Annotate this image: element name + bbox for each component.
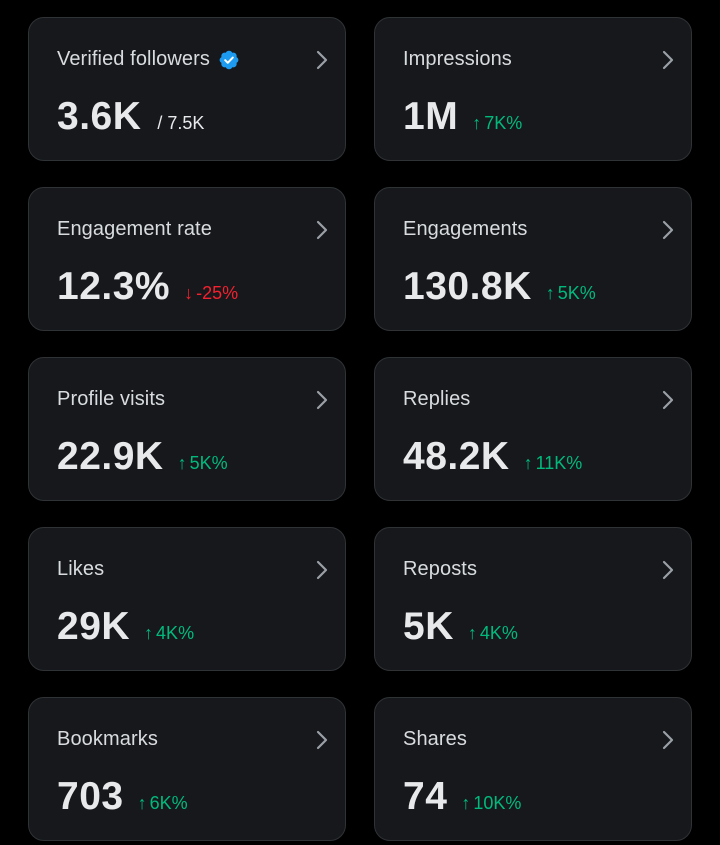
metric-label-container: Likes	[57, 558, 104, 581]
metric-delta: ↑ 11K%	[524, 453, 583, 474]
metric-card-engagement-rate[interactable]: Engagement rate 12.3% ↓ -25%	[28, 187, 346, 331]
metric-card-impressions[interactable]: Impressions 1M ↑ 7K%	[374, 17, 692, 161]
metric-label: Reposts	[403, 558, 478, 580]
metric-label-container: Verified followers	[57, 48, 240, 71]
chevron-right-icon[interactable]	[657, 389, 677, 411]
arrow-up-icon: ↑	[523, 453, 533, 473]
metric-delta-value: 11K%	[535, 453, 583, 473]
metric-card-engagements[interactable]: Engagements 130.8K ↑ 5K%	[374, 187, 692, 331]
metric-delta-value: 7K%	[484, 113, 523, 133]
chevron-right-icon[interactable]	[657, 49, 677, 71]
metric-value: 3.6K	[57, 95, 142, 138]
metric-label-container: Profile visits	[57, 388, 165, 411]
metric-value: 5K	[403, 605, 454, 648]
metric-delta: ↑ 10K%	[461, 793, 521, 814]
metric-delta: ↑ 4K%	[144, 623, 194, 644]
metric-label-container: Replies	[403, 388, 470, 411]
metric-delta: ↑ 6K%	[138, 793, 188, 814]
metric-value: 48.2K	[403, 435, 510, 478]
metric-delta: ↑ 4K%	[468, 623, 518, 644]
verified-badge-icon	[219, 50, 239, 69]
metric-value: 1M	[403, 95, 459, 138]
metric-delta: ↓ -25%	[184, 283, 238, 304]
metric-delta-value: 4K%	[156, 623, 195, 643]
metric-card-shares[interactable]: Shares 74 ↑ 10K%	[374, 697, 692, 841]
chevron-right-icon[interactable]	[657, 559, 677, 581]
metric-row: 130.8K ↑ 5K%	[403, 265, 596, 309]
metric-card-verified-followers[interactable]: Verified followers 3.6K / 7.5K	[28, 17, 346, 161]
analytics-metrics-grid: Verified followers 3.6K / 7.5K Impressio…	[28, 17, 692, 841]
metric-label: Verified followers	[57, 48, 210, 70]
arrow-up-icon: ↑	[137, 793, 147, 813]
metric-label-container: Reposts	[403, 558, 477, 581]
metric-row: 703 ↑ 6K%	[57, 775, 188, 819]
metric-label-container: Engagements	[403, 218, 528, 241]
metric-row: 22.9K ↑ 5K%	[57, 435, 228, 479]
metric-label: Bookmarks	[57, 728, 158, 750]
metric-delta-value: 4K%	[479, 623, 518, 643]
metric-delta-value: -25%	[196, 283, 239, 303]
metric-value: 130.8K	[403, 265, 532, 308]
metric-value: 703	[57, 775, 124, 818]
metric-card-replies[interactable]: Replies 48.2K ↑ 11K%	[374, 357, 692, 501]
arrow-up-icon: ↑	[545, 283, 555, 303]
arrow-up-icon: ↑	[144, 623, 154, 643]
chevron-right-icon[interactable]	[311, 389, 331, 411]
metric-label: Replies	[403, 388, 471, 410]
chevron-right-icon[interactable]	[311, 219, 331, 241]
metric-delta: ↑ 7K%	[472, 113, 522, 134]
metric-card-reposts[interactable]: Reposts 5K ↑ 4K%	[374, 527, 692, 671]
metric-label: Shares	[403, 728, 467, 750]
metric-label-container: Engagement rate	[57, 218, 212, 241]
arrow-down-icon: ↓	[184, 283, 194, 303]
metric-delta-value: 5K%	[189, 453, 228, 473]
metric-card-bookmarks[interactable]: Bookmarks 703 ↑ 6K%	[28, 697, 346, 841]
metric-row: 29K ↑ 4K%	[57, 605, 194, 649]
metric-row: 74 ↑ 10K%	[403, 775, 521, 819]
metric-delta-value: 5K%	[557, 283, 596, 303]
metric-row: 1M ↑ 7K%	[403, 95, 522, 139]
metric-delta-value: 6K%	[149, 793, 188, 813]
metric-delta: ↑ 5K%	[546, 283, 596, 304]
metric-label-container: Shares	[403, 728, 467, 751]
metric-value: 29K	[57, 605, 131, 648]
metric-label-container: Bookmarks	[57, 728, 158, 751]
arrow-up-icon: ↑	[467, 623, 477, 643]
metric-label: Impressions	[403, 48, 512, 70]
metric-total: / 7.5K	[157, 113, 205, 133]
chevron-right-icon[interactable]	[657, 219, 677, 241]
chevron-right-icon[interactable]	[311, 729, 331, 751]
metric-label: Profile visits	[57, 388, 166, 410]
metric-value: 12.3%	[57, 265, 171, 308]
metric-value: 22.9K	[57, 435, 164, 478]
arrow-up-icon: ↑	[472, 113, 482, 133]
metric-label: Engagement rate	[57, 218, 212, 240]
metric-delta-value: 10K%	[473, 793, 522, 813]
chevron-right-icon[interactable]	[311, 49, 331, 71]
metric-value: 74	[403, 775, 448, 818]
metric-card-profile-visits[interactable]: Profile visits 22.9K ↑ 5K%	[28, 357, 346, 501]
metric-row: 48.2K ↑ 11K%	[403, 435, 582, 479]
metric-row: 3.6K / 7.5K	[57, 95, 204, 139]
metric-label-container: Impressions	[403, 48, 512, 71]
chevron-right-icon[interactable]	[311, 559, 331, 581]
metric-card-likes[interactable]: Likes 29K ↑ 4K%	[28, 527, 346, 671]
metric-label: Engagements	[403, 218, 528, 240]
metric-row: 12.3% ↓ -25%	[57, 265, 238, 309]
arrow-up-icon: ↑	[461, 793, 471, 813]
metric-delta: ↑ 5K%	[178, 453, 228, 474]
metric-label: Likes	[57, 558, 105, 580]
metric-row: 5K ↑ 4K%	[403, 605, 518, 649]
arrow-up-icon: ↑	[177, 453, 187, 473]
chevron-right-icon[interactable]	[657, 729, 677, 751]
